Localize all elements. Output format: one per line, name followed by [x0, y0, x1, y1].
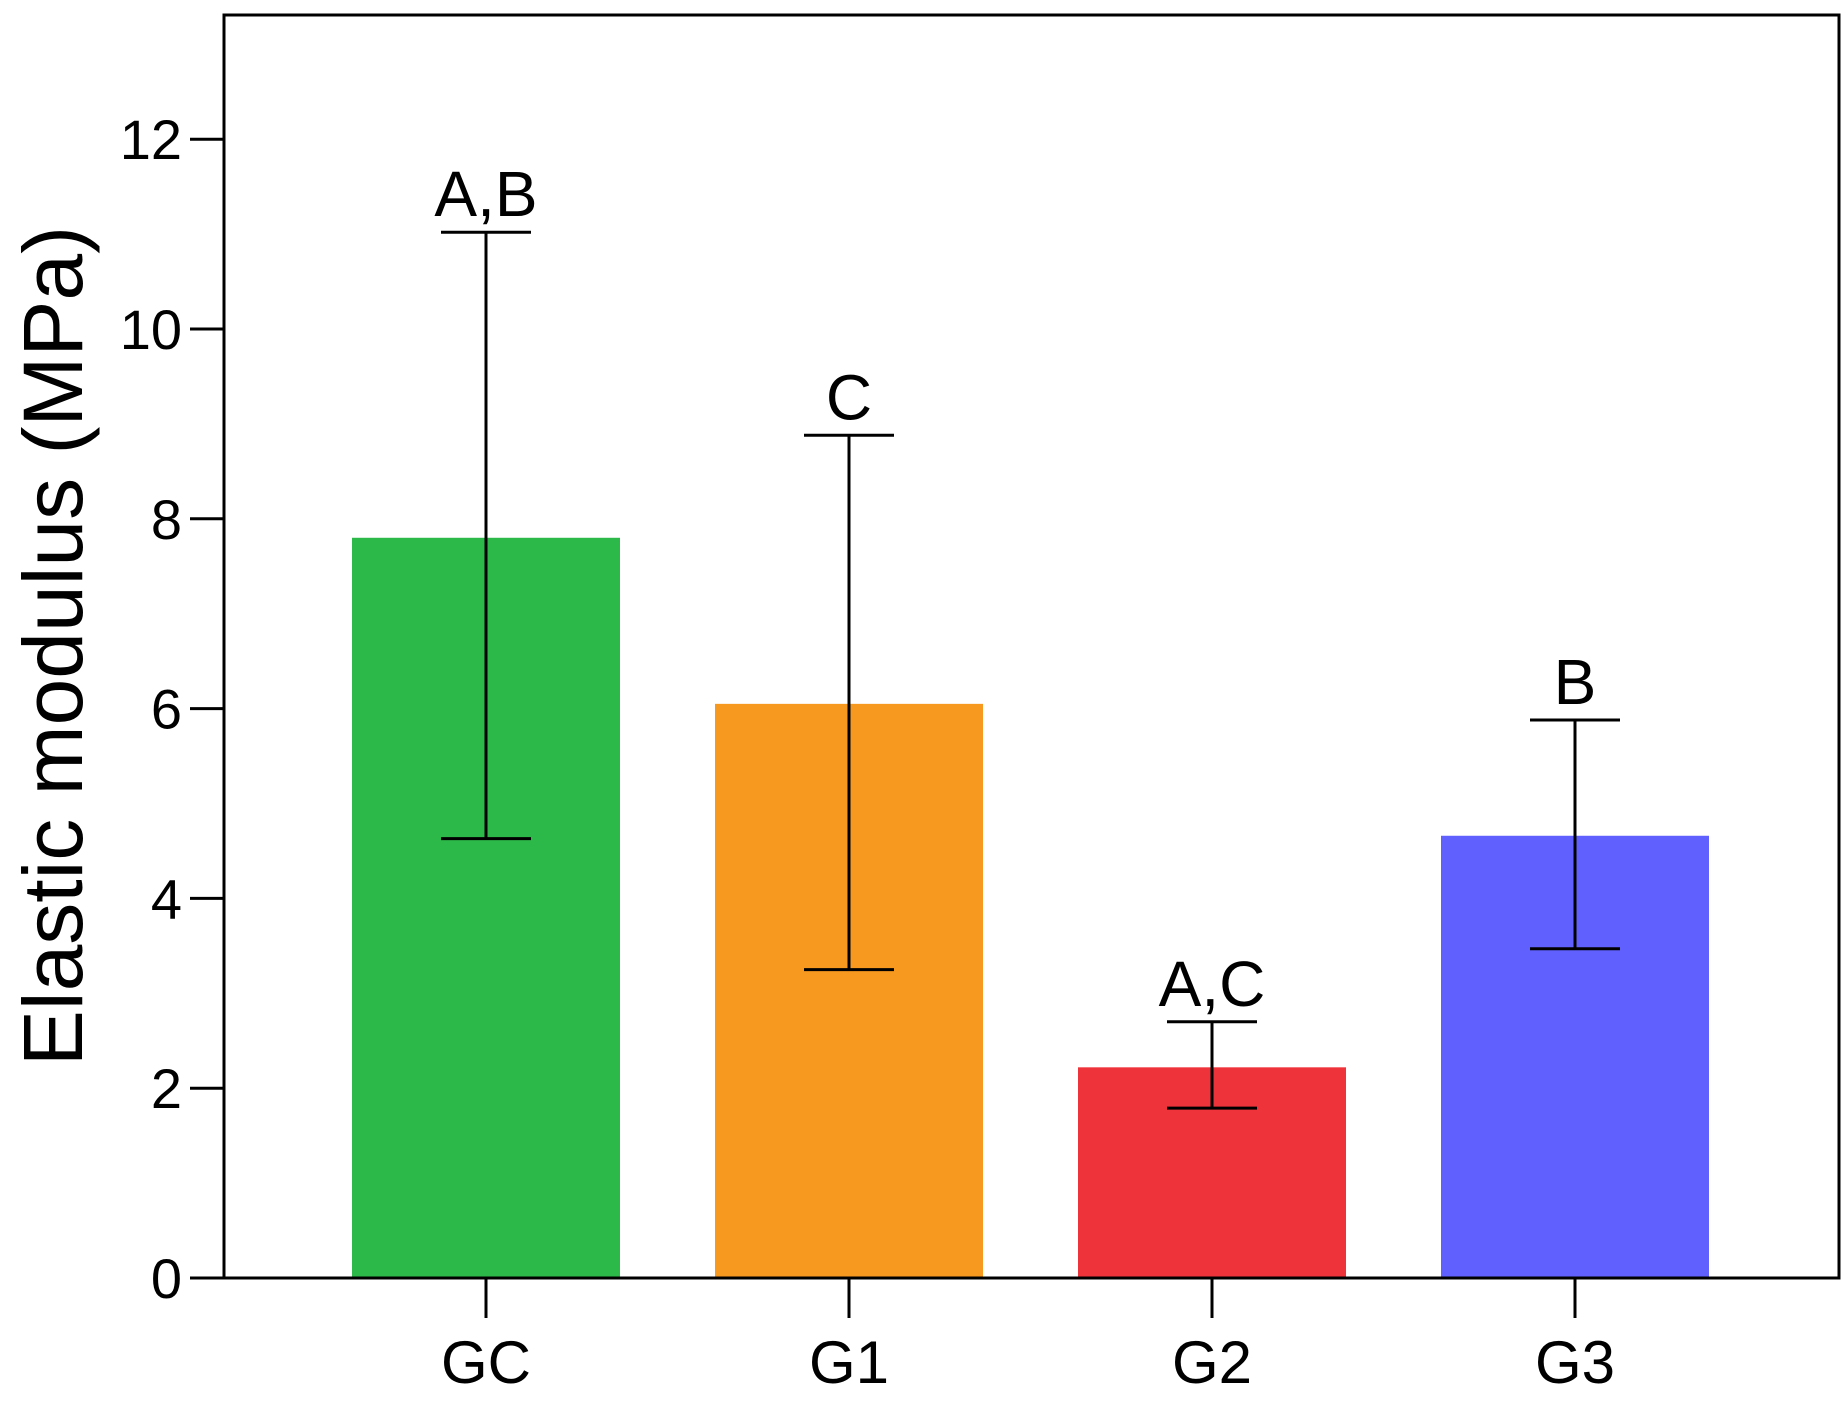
significance-label: A,B	[434, 158, 537, 230]
significance-label: C	[826, 361, 872, 433]
bars-layer	[352, 537, 1709, 1278]
y-tick-label: 4	[151, 867, 182, 930]
significance-label: B	[1554, 646, 1597, 718]
x-tick-label: G3	[1535, 1329, 1615, 1396]
significance-label: A,C	[1159, 948, 1266, 1020]
y-axis-title: Elastic modulus (MPa)	[6, 226, 100, 1066]
x-tick-label: G2	[1172, 1329, 1252, 1396]
y-tick-label: 0	[151, 1247, 182, 1310]
y-tick-label: 8	[151, 488, 182, 551]
error-bars-layer	[441, 230, 1620, 1110]
significance-labels: A,B C A,C B	[434, 158, 1596, 1020]
y-tick-label: 10	[120, 298, 182, 361]
y-tick-label: 2	[151, 1057, 182, 1120]
x-axis: GC G1 G2 G3	[441, 1278, 1615, 1396]
y-tick-label: 6	[151, 678, 182, 741]
plot-frame	[222, 13, 1841, 1280]
y-tick-label: 12	[120, 108, 182, 171]
x-tick-label: GC	[441, 1329, 531, 1396]
y-axis: 0 2 4 6 8 10 12	[120, 108, 224, 1310]
x-tick-label: G1	[809, 1329, 889, 1396]
